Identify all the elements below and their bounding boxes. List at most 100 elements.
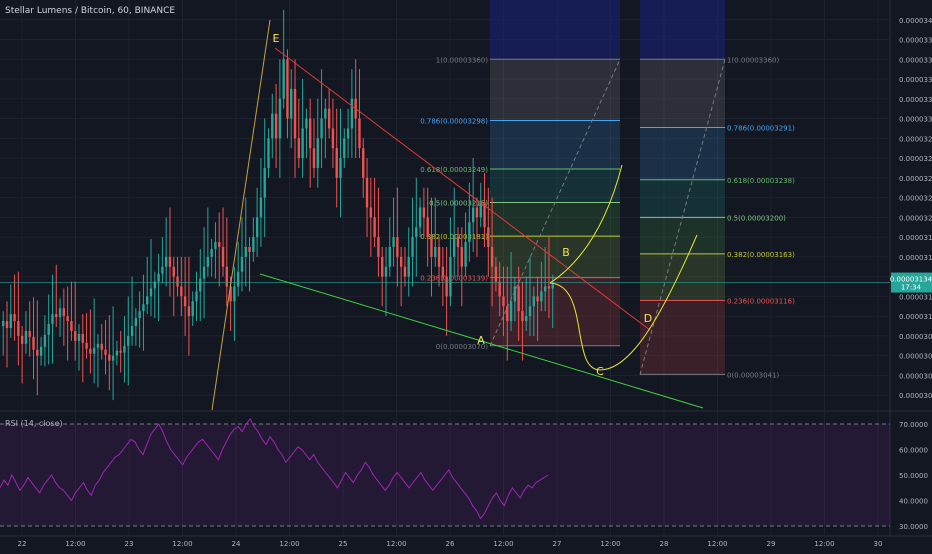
candle-body [248,246,251,252]
candle-body [521,311,524,322]
price-tick-label: 0.00003360 [899,56,932,64]
candle-body [384,266,388,277]
trend-line-red[interactable] [274,47,651,331]
candle-body [377,237,380,257]
fib-left-level-label: 1(0.00003360) [436,56,488,64]
candle-body [172,266,175,277]
fib-right-level-label: 0.382(0.00003163) [727,251,795,259]
candle-body [308,118,312,149]
fib-left-zone [490,120,620,169]
candle-body [396,237,399,257]
candle-body [259,197,263,218]
candle-body [28,330,31,337]
candle-body [509,301,513,322]
projection-path-cd[interactable] [549,234,698,371]
current-time-value: 17:34 [901,284,922,292]
trend-line-orange[interactable] [211,19,271,411]
price-tick-label: 0.00003080 [899,333,932,341]
trend-line-green[interactable] [259,273,704,409]
candle-body [320,118,323,139]
candle-body [5,321,9,328]
fib-right-zone [640,127,725,180]
rsi-tick-label: 50.0000 [899,472,928,480]
price-tick-label: 0.00003340 [899,76,932,84]
candle-body [434,246,437,257]
candle-body [274,113,278,139]
price-tick-label: 0.00003380 [899,37,932,45]
candle-body [168,256,172,267]
candle-body [312,148,316,168]
candle-body [267,138,270,168]
candlestick-series [2,9,554,401]
candle-body [13,314,16,322]
price-tick-label: 0.00003120 [899,293,932,301]
candle-body [58,308,62,318]
candle-body [127,335,130,346]
candle-body [373,217,376,238]
candle-body [282,59,285,99]
fib-right-level-label: 0.618(0.00003238) [727,177,795,185]
candle-body [487,227,490,247]
candle-body [551,284,554,289]
time-tick-label: 29 [767,540,776,548]
fib-left-level-label: 0(0.00003070) [436,343,488,351]
rsi-tick-label: 30.0000 [899,523,928,531]
fib-retracement-right[interactable]: 1(0.00003360) 0.786(0.00003291) 0.618(0.00… [639,0,795,379]
candle-body [403,266,407,277]
time-tick-label: 25 [339,540,348,548]
rsi-line [0,417,549,520]
candle-body [62,308,66,317]
fib-right-zone [640,300,725,375]
candle-body [32,336,35,350]
candle-body [271,113,274,139]
candle-body [415,227,418,238]
time-tick-label: 12:00 [600,540,620,548]
fib-right-top-area [640,0,725,60]
pattern-point-d: D [644,312,652,325]
fib-retracement-left[interactable]: 1(0.00003360) 0.786(0.00003298) 0.618(0.00… [420,0,621,351]
candle-body [119,350,122,353]
time-tick-label: 30 [874,540,883,548]
time-axis[interactable]: 22 12:00 23 12:00 24 12:00 25 12:00 26 12:00 27 12:… [18,540,883,548]
projection-path-b[interactable] [549,164,623,284]
candle-body [221,246,225,267]
candle-body [47,324,50,335]
price-tick-label: 0.00003060 [899,353,932,361]
candle-body [392,237,395,247]
fib-right-zone [640,59,725,128]
candle-body [293,88,297,139]
rsi-tick-label: 70.0000 [899,421,928,429]
candle-body [77,333,81,341]
candle-body [51,314,54,325]
pattern-point-c: C [596,365,604,378]
candle-body [369,207,373,218]
price-axis[interactable]: 0.00003400 0.00003380 0.00003360 0.00003340… [890,17,932,400]
rsi-title: RSI (14, close) [5,419,63,428]
fib-right-trend-line [639,59,726,375]
fib-left-zone [490,59,620,121]
fib-right-zone [640,217,725,254]
candle-body [202,266,206,279]
price-tick-label: 0.00003100 [899,313,932,321]
pattern-point-a: A [477,334,485,347]
candle-body [399,256,403,267]
candle-body [445,276,448,297]
candle-body [358,118,361,149]
candle-body [187,306,191,317]
candle-body [316,138,319,168]
candle-body [528,306,532,317]
candle-body [43,334,47,347]
candle-body [9,314,12,328]
candle-body [195,291,198,302]
candle-body [96,343,100,348]
candle-body [437,246,441,267]
candle-body [490,246,494,267]
rsi-tick-label: 40.0000 [899,498,928,506]
pattern-drawings[interactable]: E A B C D [0,19,890,411]
current-price-value: 0.00003134 [890,276,932,284]
candle-body [111,355,115,361]
candle-body [36,349,39,356]
candle-body [214,242,217,249]
